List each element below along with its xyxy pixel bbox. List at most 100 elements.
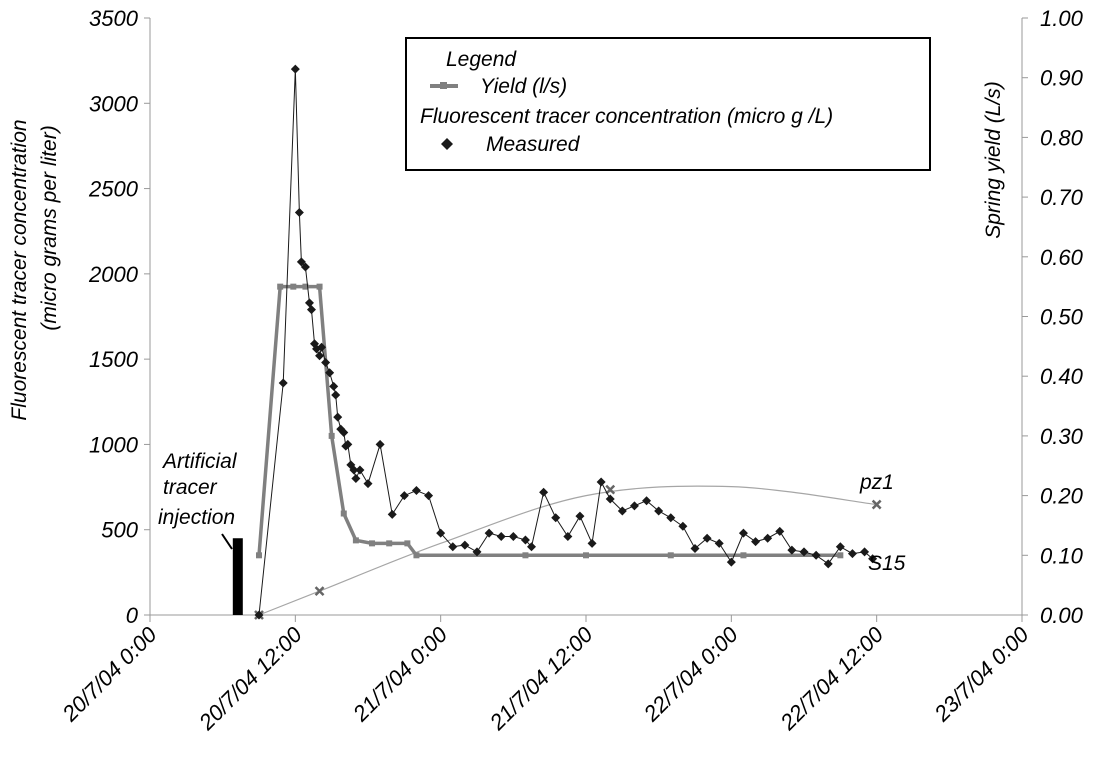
right-tick-label: 0.40 — [1040, 364, 1084, 389]
yield-point — [369, 540, 376, 547]
measured-point — [304, 298, 314, 308]
pz1-marker — [314, 586, 325, 597]
right-tick-label: 0.70 — [1040, 185, 1084, 210]
measured-point — [424, 491, 434, 501]
measured-point — [321, 358, 331, 368]
measured-point — [351, 474, 361, 484]
measured-point — [629, 501, 639, 511]
measured-point — [763, 533, 773, 543]
left-tick-label: 3000 — [89, 91, 139, 116]
right-tick-label: 0.20 — [1040, 484, 1084, 509]
measured-point — [329, 381, 339, 391]
measured-point — [387, 509, 397, 519]
measured-point — [306, 305, 316, 315]
right-tick-label: 0.00 — [1040, 603, 1084, 628]
measured-point — [296, 257, 306, 267]
left-tick-label: 500 — [101, 518, 138, 543]
legend-yield-marker — [440, 82, 447, 89]
measured-point — [787, 545, 797, 555]
measured-point — [714, 538, 724, 548]
legend-measured-label: Measured — [486, 133, 581, 156]
measured-point — [496, 532, 506, 542]
measured-point — [508, 532, 518, 542]
measured-point — [860, 547, 870, 557]
measured-point — [254, 610, 264, 620]
left-tick-label: 1500 — [89, 347, 139, 372]
yield-point — [404, 540, 411, 547]
x-tick-label: 22/7/04 0:00 — [638, 621, 743, 726]
measured-point — [868, 554, 878, 564]
measured-point — [278, 378, 288, 388]
measured-point — [666, 513, 676, 523]
injection-pointer — [221, 533, 233, 550]
legend-box — [405, 37, 931, 171]
measured-point — [349, 465, 359, 475]
right-tick-label: 1.00 — [1040, 6, 1084, 31]
measured-point — [290, 64, 300, 74]
left-tick-label: 0 — [126, 603, 139, 628]
right-tick-label: 0.80 — [1040, 125, 1084, 150]
measured-point — [605, 494, 615, 504]
yield-point — [290, 283, 297, 290]
right-tick-label: 0.90 — [1040, 66, 1084, 91]
pz1-marker — [871, 499, 882, 510]
s15-label: S15 — [868, 552, 906, 575]
yield-point — [340, 510, 347, 517]
yield-point — [386, 540, 393, 547]
measured-point — [399, 491, 409, 501]
legend-conc-title: Fluorescent tracer concentration (micro … — [420, 105, 833, 128]
left-axis-ticks: 0 500 1000 1500 2000 2500 3000 3500 — [88, 6, 150, 628]
measured-point — [333, 412, 343, 422]
yield-series — [256, 283, 844, 559]
x-tick-label: 23/7/04 0:00 — [929, 621, 1034, 726]
injection-label-line3: injection — [158, 506, 235, 529]
measured-point — [325, 368, 335, 378]
measured-point — [527, 542, 536, 552]
left-axis-label-line1: Fluorescent tracer concentration — [8, 119, 31, 420]
legend-title: Legend — [446, 48, 517, 71]
yield-point — [740, 552, 747, 559]
measured-point — [300, 262, 310, 272]
right-tick-label: 0.60 — [1040, 245, 1084, 270]
x-tick-label: 21/7/04 12:00 — [484, 621, 598, 735]
measured-point — [811, 550, 821, 560]
yield-point — [522, 552, 529, 559]
injection-label-line2: tracer — [163, 476, 218, 499]
measured-point — [484, 528, 494, 538]
measured-series — [254, 64, 878, 620]
yield-point — [328, 432, 335, 439]
right-tick-label: 0.30 — [1040, 424, 1084, 449]
measured-point — [317, 342, 327, 352]
pz1-label: pz1 — [859, 471, 894, 494]
measured-point — [331, 390, 341, 400]
yield-point — [316, 283, 323, 290]
measured-point — [835, 542, 845, 552]
measured-point — [596, 477, 606, 487]
x-axis-ticks: 20/7/04 0:00 20/7/04 12:00 21/7/04 0:00 21/… — [57, 615, 1034, 735]
yield-point — [837, 552, 844, 559]
measured-point — [436, 528, 446, 538]
right-tick-label: 0.50 — [1040, 305, 1084, 330]
measured-point — [315, 351, 325, 361]
measured-point — [551, 513, 561, 523]
injection-label-line1: Artificial — [161, 450, 238, 473]
injection-bar — [232, 538, 243, 615]
measured-point — [339, 427, 349, 437]
pz1-line — [258, 485, 877, 616]
measured-point — [617, 506, 627, 516]
measured-point — [539, 487, 549, 497]
x-tick-label: 20/7/04 0:00 — [57, 621, 162, 726]
right-axis-ticks: 0.00 0.10 0.20 0.30 0.40 0.50 0.60 0.70 0.80 0.90… — [1022, 6, 1084, 628]
measured-point — [738, 528, 748, 538]
measured-point — [690, 543, 700, 553]
measured-point — [520, 535, 530, 545]
pz1-series — [254, 484, 882, 620]
measured-point — [799, 547, 809, 557]
yield-point — [583, 552, 589, 559]
measured-point — [587, 538, 597, 548]
right-tick-label: 0.10 — [1040, 543, 1084, 568]
measured-point — [654, 506, 664, 516]
measured-point — [823, 559, 833, 569]
yield-point — [256, 552, 262, 559]
